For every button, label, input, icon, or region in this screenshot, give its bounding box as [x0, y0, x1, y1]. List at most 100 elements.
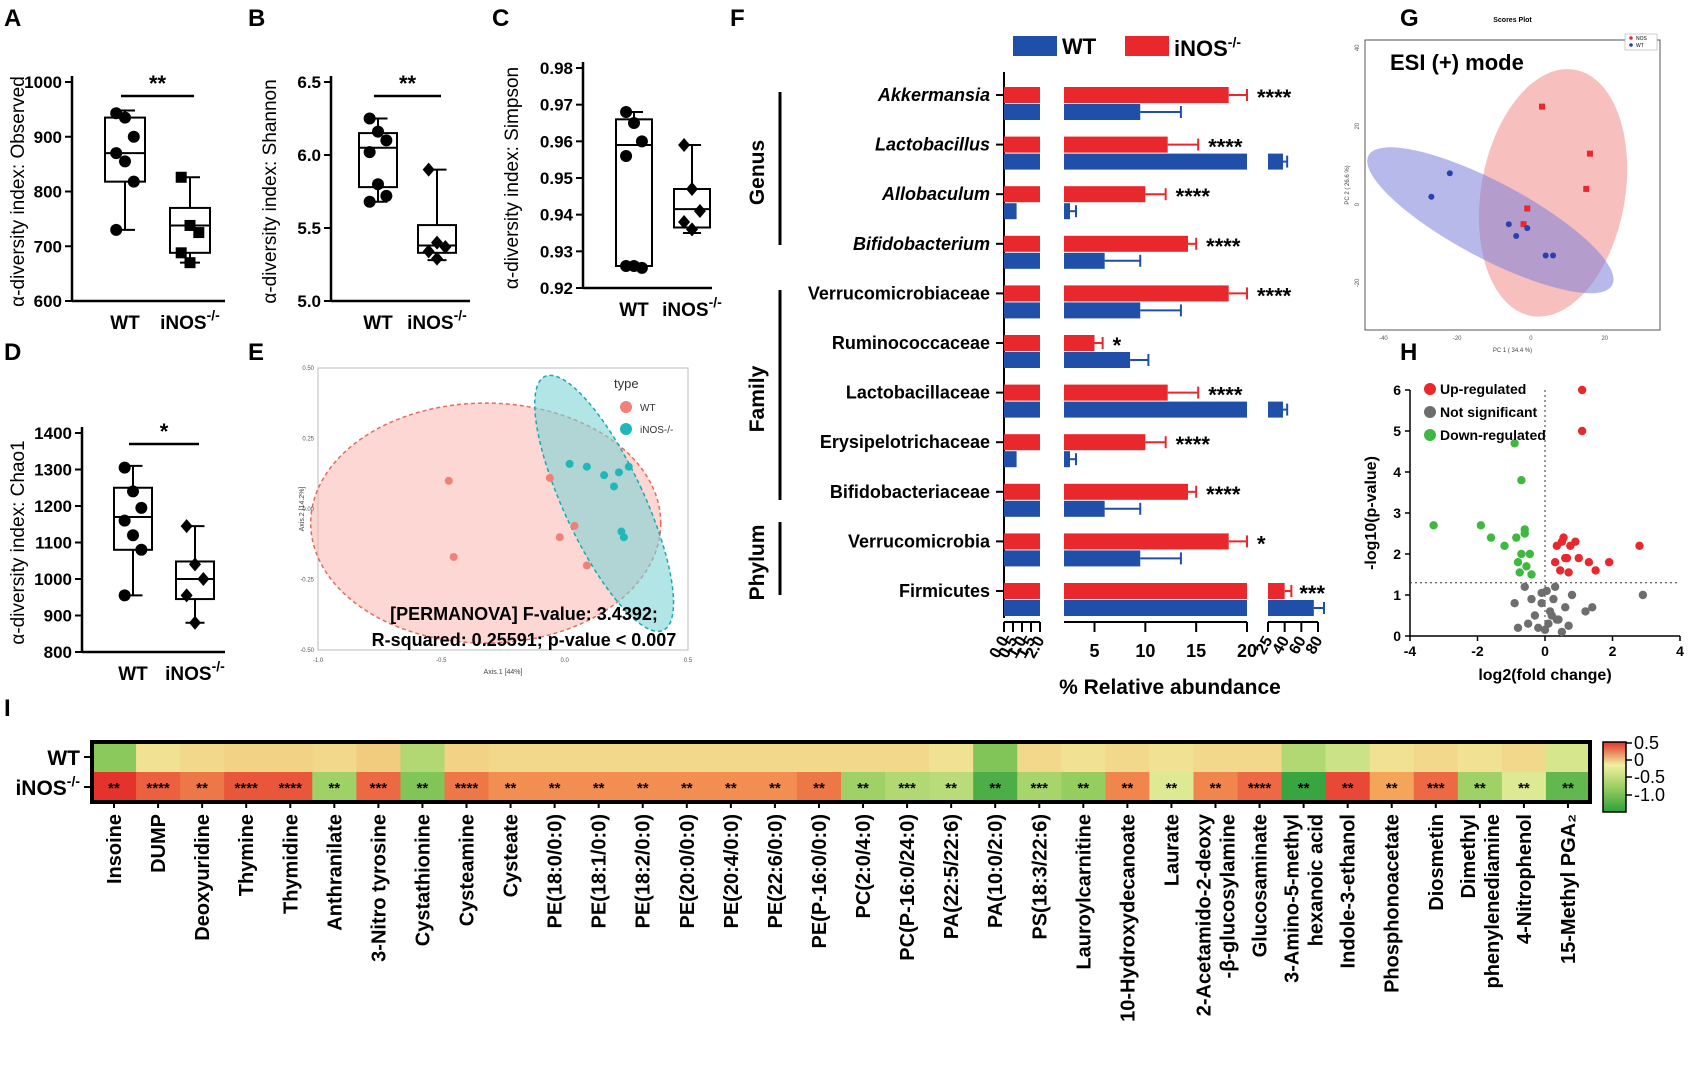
data-point	[119, 111, 131, 124]
heatmap-cell-wt	[488, 742, 534, 772]
chart-title: Scores Plot	[1493, 17, 1532, 24]
data-point	[1505, 221, 1512, 228]
heatmap-cell-wt	[1061, 742, 1106, 772]
y-tick-label: 0.98	[540, 59, 573, 78]
column-label: Diosmetin	[1426, 814, 1448, 911]
data-point	[1429, 521, 1438, 530]
bar-segment	[1004, 583, 1040, 599]
data-point	[1638, 590, 1648, 600]
significance-stars: ****	[1208, 135, 1243, 160]
y-tick-label: 3	[1393, 505, 1401, 521]
data-point	[1555, 566, 1565, 575]
permanova-annotation: [PERMANOVA] F-value: 3.4392;	[390, 604, 658, 624]
legend-marker	[620, 401, 632, 413]
data-point	[1542, 252, 1549, 259]
bar-segment	[1004, 252, 1040, 269]
data-point	[135, 543, 148, 556]
column-label: Insoine	[104, 814, 126, 884]
column-label: Deoxyuridine	[192, 814, 214, 941]
data-point	[678, 215, 691, 229]
heatmap-cell-inos	[752, 772, 798, 802]
row-label: iNOS-/-	[15, 773, 80, 800]
data-point	[1552, 615, 1562, 624]
data-point	[565, 459, 574, 468]
data-point	[582, 561, 591, 570]
y-tick-label: 0.92	[540, 279, 573, 298]
heatmap-cell-inos	[620, 772, 666, 802]
heatmap-cell-wt	[92, 742, 137, 772]
box	[104, 116, 146, 183]
y-tick-label: 800	[34, 183, 62, 202]
category-label: Lactobacillus	[875, 135, 990, 155]
data-point	[614, 468, 623, 477]
heatmap-cell-inos	[1193, 772, 1239, 802]
colorbar	[1602, 741, 1627, 813]
data-point	[1500, 541, 1509, 550]
heatmap-cell-inos	[1457, 772, 1503, 802]
y-tick-label: 700	[34, 237, 62, 256]
significance-stars: **	[1210, 780, 1222, 797]
y-tick-label: 5	[1393, 423, 1401, 439]
data-point	[1513, 623, 1523, 632]
data-point	[1635, 541, 1644, 550]
significance-stars: ***	[370, 780, 388, 797]
column-label: 10-Hydroxydecanoate	[1117, 814, 1139, 1022]
data-point	[624, 462, 633, 471]
heatmap-cell-inos	[708, 772, 754, 802]
significance-stars: **	[196, 780, 208, 797]
significance-stars: **	[1122, 780, 1134, 797]
data-point	[363, 112, 376, 125]
bar-segment	[1004, 285, 1040, 302]
x-category-label: iNOS-/-	[165, 658, 225, 685]
significance-stars: ***	[1031, 780, 1049, 797]
y-axis-label: PC 2 ( 26.6 %)	[1345, 165, 1351, 204]
group-label: Phylum	[746, 525, 769, 601]
legend-label: WT	[640, 403, 656, 414]
heatmap-cell-inos	[796, 772, 842, 802]
bar-segment	[1004, 500, 1040, 517]
data-point	[582, 462, 591, 471]
bar-segment	[1004, 533, 1040, 550]
y-tick-label: 0.25	[302, 437, 314, 443]
permanova-annotation: R-squared: 0.25591; p-value < 0.007	[372, 630, 677, 650]
data-point	[422, 244, 435, 259]
y-tick-label: -20	[1355, 278, 1361, 287]
panel-letter-f: F	[730, 5, 745, 32]
legend-marker	[620, 423, 632, 435]
column-label: 15-Methyl PGA₂	[1558, 814, 1580, 964]
category-label: Lactobacillaceae	[846, 383, 990, 403]
column-label: Glucosaminate	[1250, 814, 1272, 957]
bar-segment	[1064, 583, 1247, 599]
data-point	[444, 476, 453, 485]
data-point	[1571, 537, 1580, 546]
bar-segment	[1064, 483, 1189, 500]
category-label: Erysipelotrichaceae	[820, 432, 990, 452]
x-tick-label: -40	[1379, 336, 1388, 342]
data-point	[118, 589, 131, 602]
y-tick-label: 1200	[34, 497, 72, 516]
column-label: Thymidine	[280, 814, 302, 914]
column-label: phenylenediamine	[1482, 814, 1504, 989]
heatmap-cell-inos	[1413, 772, 1459, 802]
panel-d-chao1-boxplot: 800 900 1000 1100 1200 1300 1400 α-diversity in…	[8, 419, 225, 685]
data-point	[1561, 603, 1570, 612]
significance-stars: ****	[235, 780, 259, 797]
column-label: Indole-3-ethanol	[1338, 814, 1360, 968]
data-point	[1510, 439, 1519, 448]
heatmap-cell-inos	[885, 772, 930, 802]
data-point	[1517, 476, 1526, 485]
data-point	[1584, 558, 1594, 567]
data-point	[1574, 553, 1583, 563]
x-tick-label: 0	[1541, 643, 1549, 659]
column-label: 3-Amino-5-methyl	[1282, 814, 1304, 983]
significance-stars: **	[399, 71, 417, 96]
panel-letter-b: B	[248, 5, 265, 32]
x-tick-label: 4	[1676, 643, 1684, 659]
significance-stars: ****	[1248, 780, 1272, 797]
data-point	[628, 117, 640, 129]
data-point	[127, 175, 140, 188]
panel-letter-d: D	[4, 339, 21, 366]
heatmap-cell-wt	[356, 742, 401, 772]
heatmap-cell-wt	[136, 742, 181, 772]
